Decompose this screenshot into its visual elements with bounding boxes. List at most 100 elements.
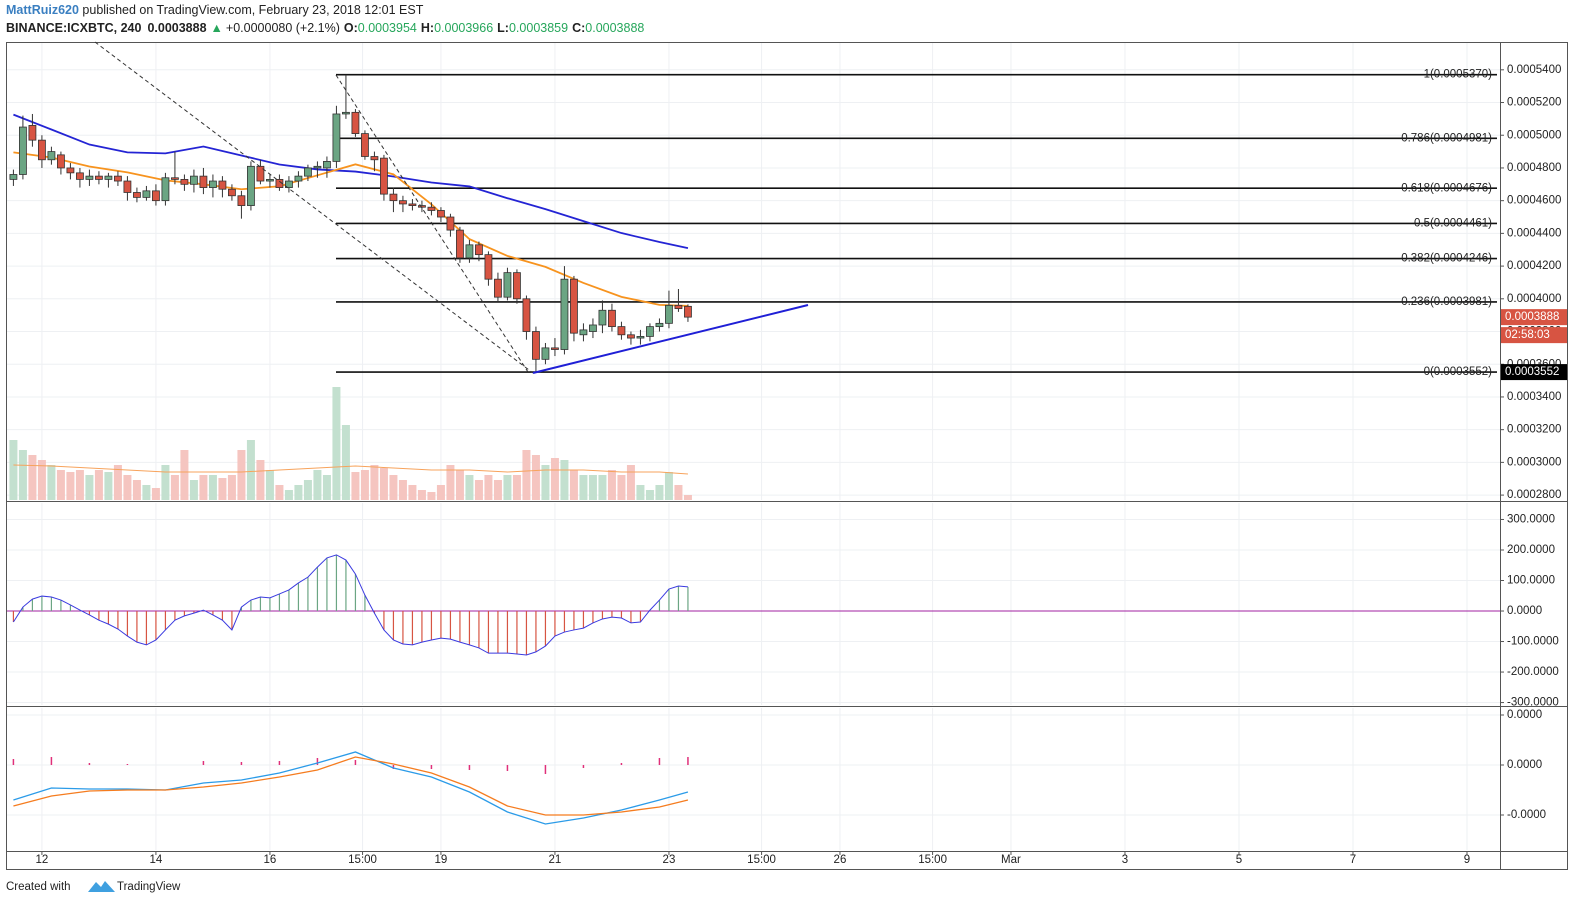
volume-bar	[541, 465, 550, 500]
candle-body	[332, 113, 341, 162]
x-tick-label: 15:00	[918, 854, 947, 866]
volume-bar	[550, 458, 559, 500]
arrow: ▲	[211, 21, 223, 35]
x-tick-label: 7	[1350, 854, 1356, 866]
candle-body	[646, 326, 654, 337]
high: 0.0003966	[434, 21, 493, 35]
x-tick-label: 3	[1122, 854, 1128, 866]
candle-body	[522, 298, 531, 332]
fib-label: 1(0.0005370)	[1424, 69, 1493, 81]
price-tag	[1501, 364, 1567, 381]
h-label: H:	[421, 21, 434, 35]
candle-body	[256, 165, 265, 182]
volume-bar	[208, 475, 217, 500]
y-tick-label: 0.0003400	[1507, 391, 1561, 403]
candle-body	[275, 178, 284, 188]
price-tag-label: 0.0003888	[1505, 311, 1559, 323]
candle-body	[380, 157, 388, 195]
volume-bar	[341, 425, 350, 500]
grid-layer: 0.0005400 0.0005200 0.0005000 0.0004800 0.00…	[7, 42, 1561, 866]
y-tick-label: 0.0000	[1507, 709, 1542, 721]
volume-bar	[484, 475, 493, 500]
volume-bar	[626, 465, 635, 500]
candle-body	[560, 278, 569, 350]
candle-body	[494, 278, 502, 298]
volume-bar	[246, 440, 255, 500]
volume-bar	[199, 475, 208, 500]
fib-label: 0.5(0.0004461)	[1414, 217, 1492, 229]
macd-line	[12, 554, 688, 656]
candle-body	[655, 322, 664, 328]
y-tick-label: -0.0000	[1507, 809, 1546, 821]
volume-bar	[94, 470, 103, 500]
y-tick-label: 0.0004800	[1507, 162, 1561, 174]
volume-bar	[123, 475, 132, 500]
volume-bar	[161, 465, 170, 500]
volume-bar	[664, 472, 673, 500]
signal-line	[13, 756, 689, 816]
volume-bar	[408, 485, 417, 500]
x-tick-label: 19	[435, 854, 448, 866]
candle-body	[513, 272, 521, 300]
fib-label: 0.786(0.0004981)	[1401, 132, 1492, 144]
volume-bar	[398, 480, 407, 500]
footer-brand[interactable]: TradingView	[117, 881, 181, 893]
moving-average	[13, 151, 688, 307]
candle-body	[541, 347, 550, 360]
y-tick-label: 0.0003000	[1507, 456, 1561, 468]
volume-bar	[284, 490, 293, 500]
author[interactable]: MattRuiz620	[6, 3, 79, 17]
logo	[88, 881, 115, 892]
frame	[6, 42, 1568, 870]
y-tick-label: 0.0005200	[1507, 97, 1561, 109]
volume-bar	[579, 475, 588, 500]
candle-body	[570, 278, 578, 334]
x-tick-label: 12	[36, 854, 49, 866]
candle-body	[665, 304, 673, 324]
volume-bar	[417, 490, 426, 500]
candle-body	[456, 229, 464, 259]
candle-body	[247, 165, 255, 206]
volume-bar	[655, 485, 664, 500]
candle-body	[589, 324, 597, 332]
symbol-line: BINANCE:ICXBTC, 240 0.0003888 ▲ +0.0000080 …	[6, 21, 644, 35]
volume-bar	[66, 472, 75, 500]
volume-bar	[28, 455, 37, 500]
volume-bar	[351, 472, 360, 500]
volume-bar	[588, 475, 597, 500]
y-tick-label: -100.0000	[1507, 636, 1559, 648]
candle-body	[85, 175, 94, 180]
candle-body	[237, 195, 246, 206]
candle-body	[484, 254, 493, 280]
candle-body	[152, 190, 160, 202]
volume-bar	[503, 475, 512, 500]
published: published on TradingView.com, February 2…	[79, 3, 424, 17]
candle-body	[361, 133, 369, 157]
volume-bar	[360, 470, 369, 500]
fib-label: 0(0.0003552)	[1424, 366, 1493, 378]
dashed-trend	[94, 41, 534, 374]
volume-bar	[322, 475, 331, 500]
y-tick-label: 0.0000	[1507, 759, 1542, 771]
volume-bar	[313, 470, 322, 500]
candle-body	[323, 161, 331, 169]
candle-body	[465, 244, 474, 259]
candle-body	[532, 331, 540, 360]
volume-bar	[370, 465, 379, 500]
y-tick-label: 0.0005400	[1507, 64, 1561, 76]
candle-body	[389, 193, 398, 202]
x-tick-label: 15:00	[348, 854, 377, 866]
x-tick-label: Mar	[1001, 854, 1021, 866]
volume-bar	[189, 480, 198, 500]
fib-label: 0.618(0.0004676)	[1401, 182, 1492, 194]
c-label: C:	[572, 21, 585, 35]
header-line: MattRuiz620 published on TradingView.com…	[6, 3, 424, 17]
volume-bar	[303, 480, 312, 500]
price-tag	[1501, 309, 1567, 326]
volume-bar	[170, 475, 179, 500]
candle-body	[114, 175, 122, 182]
volume-bar	[47, 465, 56, 500]
candle-body	[408, 203, 417, 206]
o-label: O:	[344, 21, 358, 35]
